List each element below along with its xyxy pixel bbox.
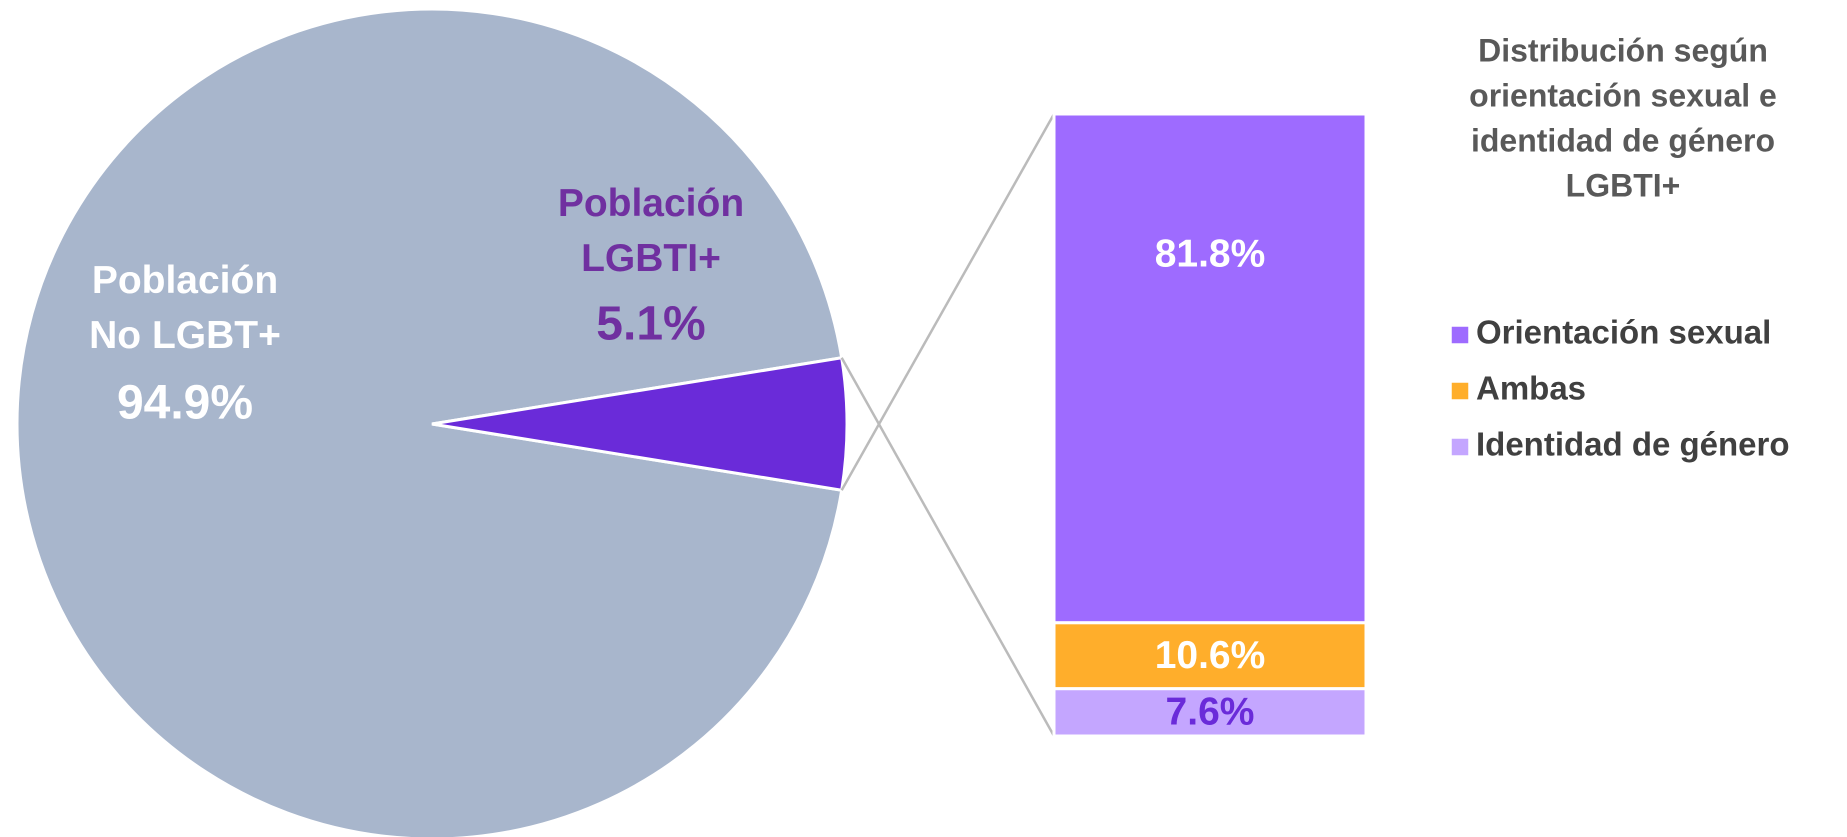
- connector: [840, 357, 1056, 737]
- slice-label: Población LGBTI+: [558, 182, 744, 280]
- bar-segment: [1052, 112, 1368, 625]
- chart-title: Distribución según: [1478, 32, 1768, 68]
- chart-title: LGBTI+: [1566, 167, 1681, 203]
- bar-segment: [1052, 621, 1368, 691]
- slice-label: Población No LGBT+: [89, 259, 281, 357]
- legend-label: Ambas: [1476, 370, 1586, 407]
- bar-segment: [1052, 687, 1368, 738]
- bar-value: 10.6%: [1155, 634, 1266, 677]
- bar-value: 81.8%: [1155, 232, 1266, 275]
- chart-title: orientación sexual e: [1469, 77, 1777, 113]
- slice-value: 94.9%: [117, 377, 253, 430]
- pie-slice: [15, 7, 844, 837]
- legend-label: Orientación sexual: [1476, 314, 1771, 351]
- bar-value: 7.6%: [1166, 691, 1255, 734]
- legend-swatch: [1450, 381, 1470, 401]
- connector: [840, 113, 1056, 491]
- chart-title: identidad de género: [1471, 122, 1775, 158]
- legend-swatch: [1450, 325, 1470, 345]
- legend-label: Identidad de género: [1476, 426, 1790, 463]
- slice-value: 5.1%: [596, 298, 705, 351]
- legend-swatch: [1450, 437, 1470, 457]
